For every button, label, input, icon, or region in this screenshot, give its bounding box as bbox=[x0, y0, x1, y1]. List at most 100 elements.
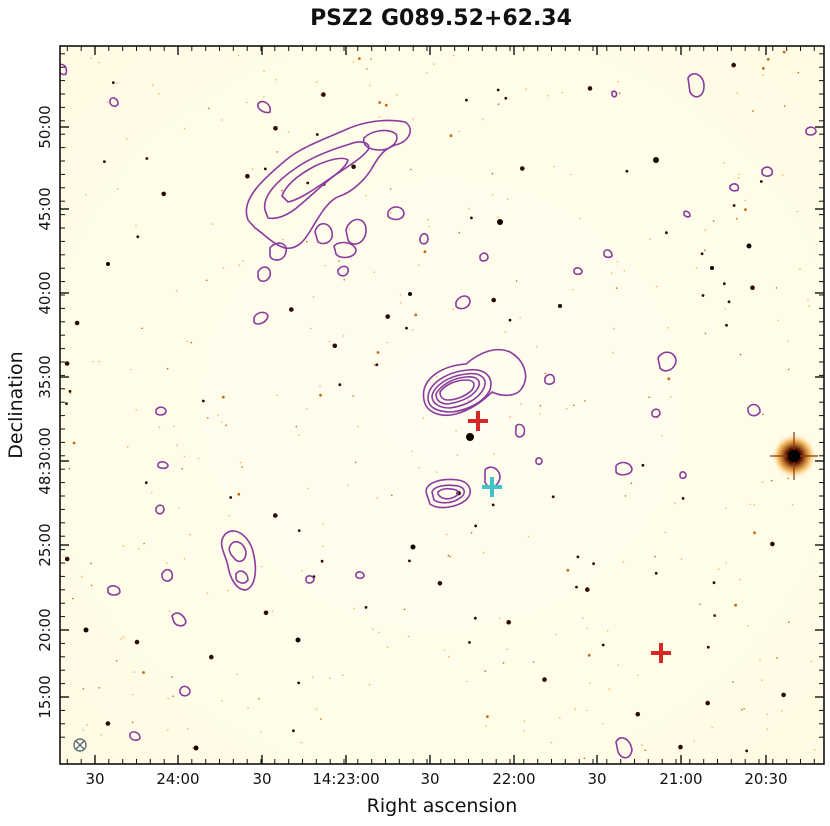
star bbox=[433, 63, 435, 65]
star bbox=[704, 249, 706, 252]
marker-red-cross-1 bbox=[468, 411, 488, 431]
star bbox=[263, 96, 265, 98]
star bbox=[258, 698, 260, 700]
contour-blob bbox=[419, 232, 429, 245]
star bbox=[743, 708, 745, 710]
x-tick-label: 21:00 bbox=[659, 770, 702, 788]
star bbox=[664, 531, 667, 534]
contour-blob bbox=[514, 423, 526, 438]
star bbox=[736, 92, 739, 94]
star bbox=[287, 131, 290, 133]
contour-blob bbox=[479, 252, 489, 262]
star bbox=[734, 603, 737, 607]
star bbox=[449, 555, 452, 558]
star bbox=[183, 558, 186, 560]
star bbox=[766, 713, 769, 716]
contour-blob bbox=[729, 183, 740, 192]
star bbox=[273, 513, 278, 518]
star bbox=[217, 414, 219, 417]
star bbox=[497, 219, 503, 225]
star bbox=[242, 259, 244, 262]
star bbox=[759, 180, 763, 183]
star bbox=[506, 620, 512, 625]
star bbox=[312, 296, 315, 298]
star bbox=[425, 72, 428, 74]
star bbox=[775, 287, 778, 289]
contour-blob bbox=[805, 126, 817, 136]
star bbox=[315, 133, 319, 136]
star bbox=[400, 302, 402, 304]
y-tick-label: 25:00 bbox=[36, 523, 54, 566]
star bbox=[368, 683, 371, 686]
star bbox=[456, 454, 459, 456]
contour-blob bbox=[305, 575, 315, 584]
star bbox=[342, 335, 345, 337]
star bbox=[315, 708, 318, 710]
star bbox=[753, 504, 756, 506]
star bbox=[783, 105, 786, 107]
star bbox=[408, 559, 411, 563]
star bbox=[428, 225, 430, 228]
star bbox=[245, 173, 250, 179]
star bbox=[458, 231, 461, 234]
star bbox=[770, 541, 775, 547]
star bbox=[565, 407, 568, 410]
star bbox=[145, 157, 149, 160]
star bbox=[437, 581, 443, 586]
star bbox=[497, 216, 499, 219]
star bbox=[197, 457, 200, 460]
star bbox=[617, 664, 620, 666]
star bbox=[491, 193, 494, 196]
star bbox=[351, 164, 356, 170]
star bbox=[700, 252, 704, 256]
star bbox=[168, 610, 171, 612]
star bbox=[449, 134, 453, 138]
star bbox=[502, 662, 505, 664]
star bbox=[587, 653, 591, 657]
star bbox=[542, 677, 547, 682]
star bbox=[247, 707, 249, 709]
star bbox=[106, 262, 110, 266]
star bbox=[405, 326, 408, 330]
x-tick-label: 24:00 bbox=[156, 770, 199, 788]
star bbox=[667, 327, 670, 329]
y-axis: 15:00 20:00 25:00 48:30:00 35:00 40:00 45:00 50… bbox=[36, 105, 824, 719]
star bbox=[695, 267, 698, 269]
star bbox=[261, 565, 263, 568]
star bbox=[586, 627, 589, 630]
star bbox=[391, 494, 393, 497]
star bbox=[342, 674, 344, 676]
star bbox=[653, 157, 659, 163]
star bbox=[422, 417, 425, 419]
star bbox=[738, 173, 741, 176]
contour-blob bbox=[747, 403, 761, 417]
star bbox=[589, 682, 591, 684]
star bbox=[386, 341, 389, 344]
star bbox=[704, 332, 707, 335]
star bbox=[458, 130, 461, 133]
contour-blob bbox=[60, 63, 68, 76]
star bbox=[152, 84, 154, 86]
star bbox=[616, 260, 619, 263]
star bbox=[592, 562, 595, 566]
contour-blob bbox=[455, 295, 471, 310]
y-axis-label: Declination bbox=[5, 351, 27, 458]
star bbox=[348, 228, 351, 230]
star bbox=[608, 688, 610, 690]
star bbox=[395, 94, 398, 96]
star bbox=[670, 396, 672, 398]
y-tick-label: 50:00 bbox=[36, 105, 54, 148]
star bbox=[186, 728, 189, 730]
star bbox=[474, 524, 478, 528]
star bbox=[364, 606, 368, 609]
star bbox=[736, 218, 738, 220]
star bbox=[260, 731, 262, 733]
star bbox=[493, 453, 495, 455]
relic-contour-inner bbox=[281, 157, 349, 203]
star bbox=[807, 298, 809, 301]
star bbox=[298, 434, 300, 436]
y-tick-label: 35:00 bbox=[36, 355, 54, 398]
star bbox=[228, 514, 231, 517]
star bbox=[281, 189, 283, 192]
star bbox=[678, 744, 683, 750]
